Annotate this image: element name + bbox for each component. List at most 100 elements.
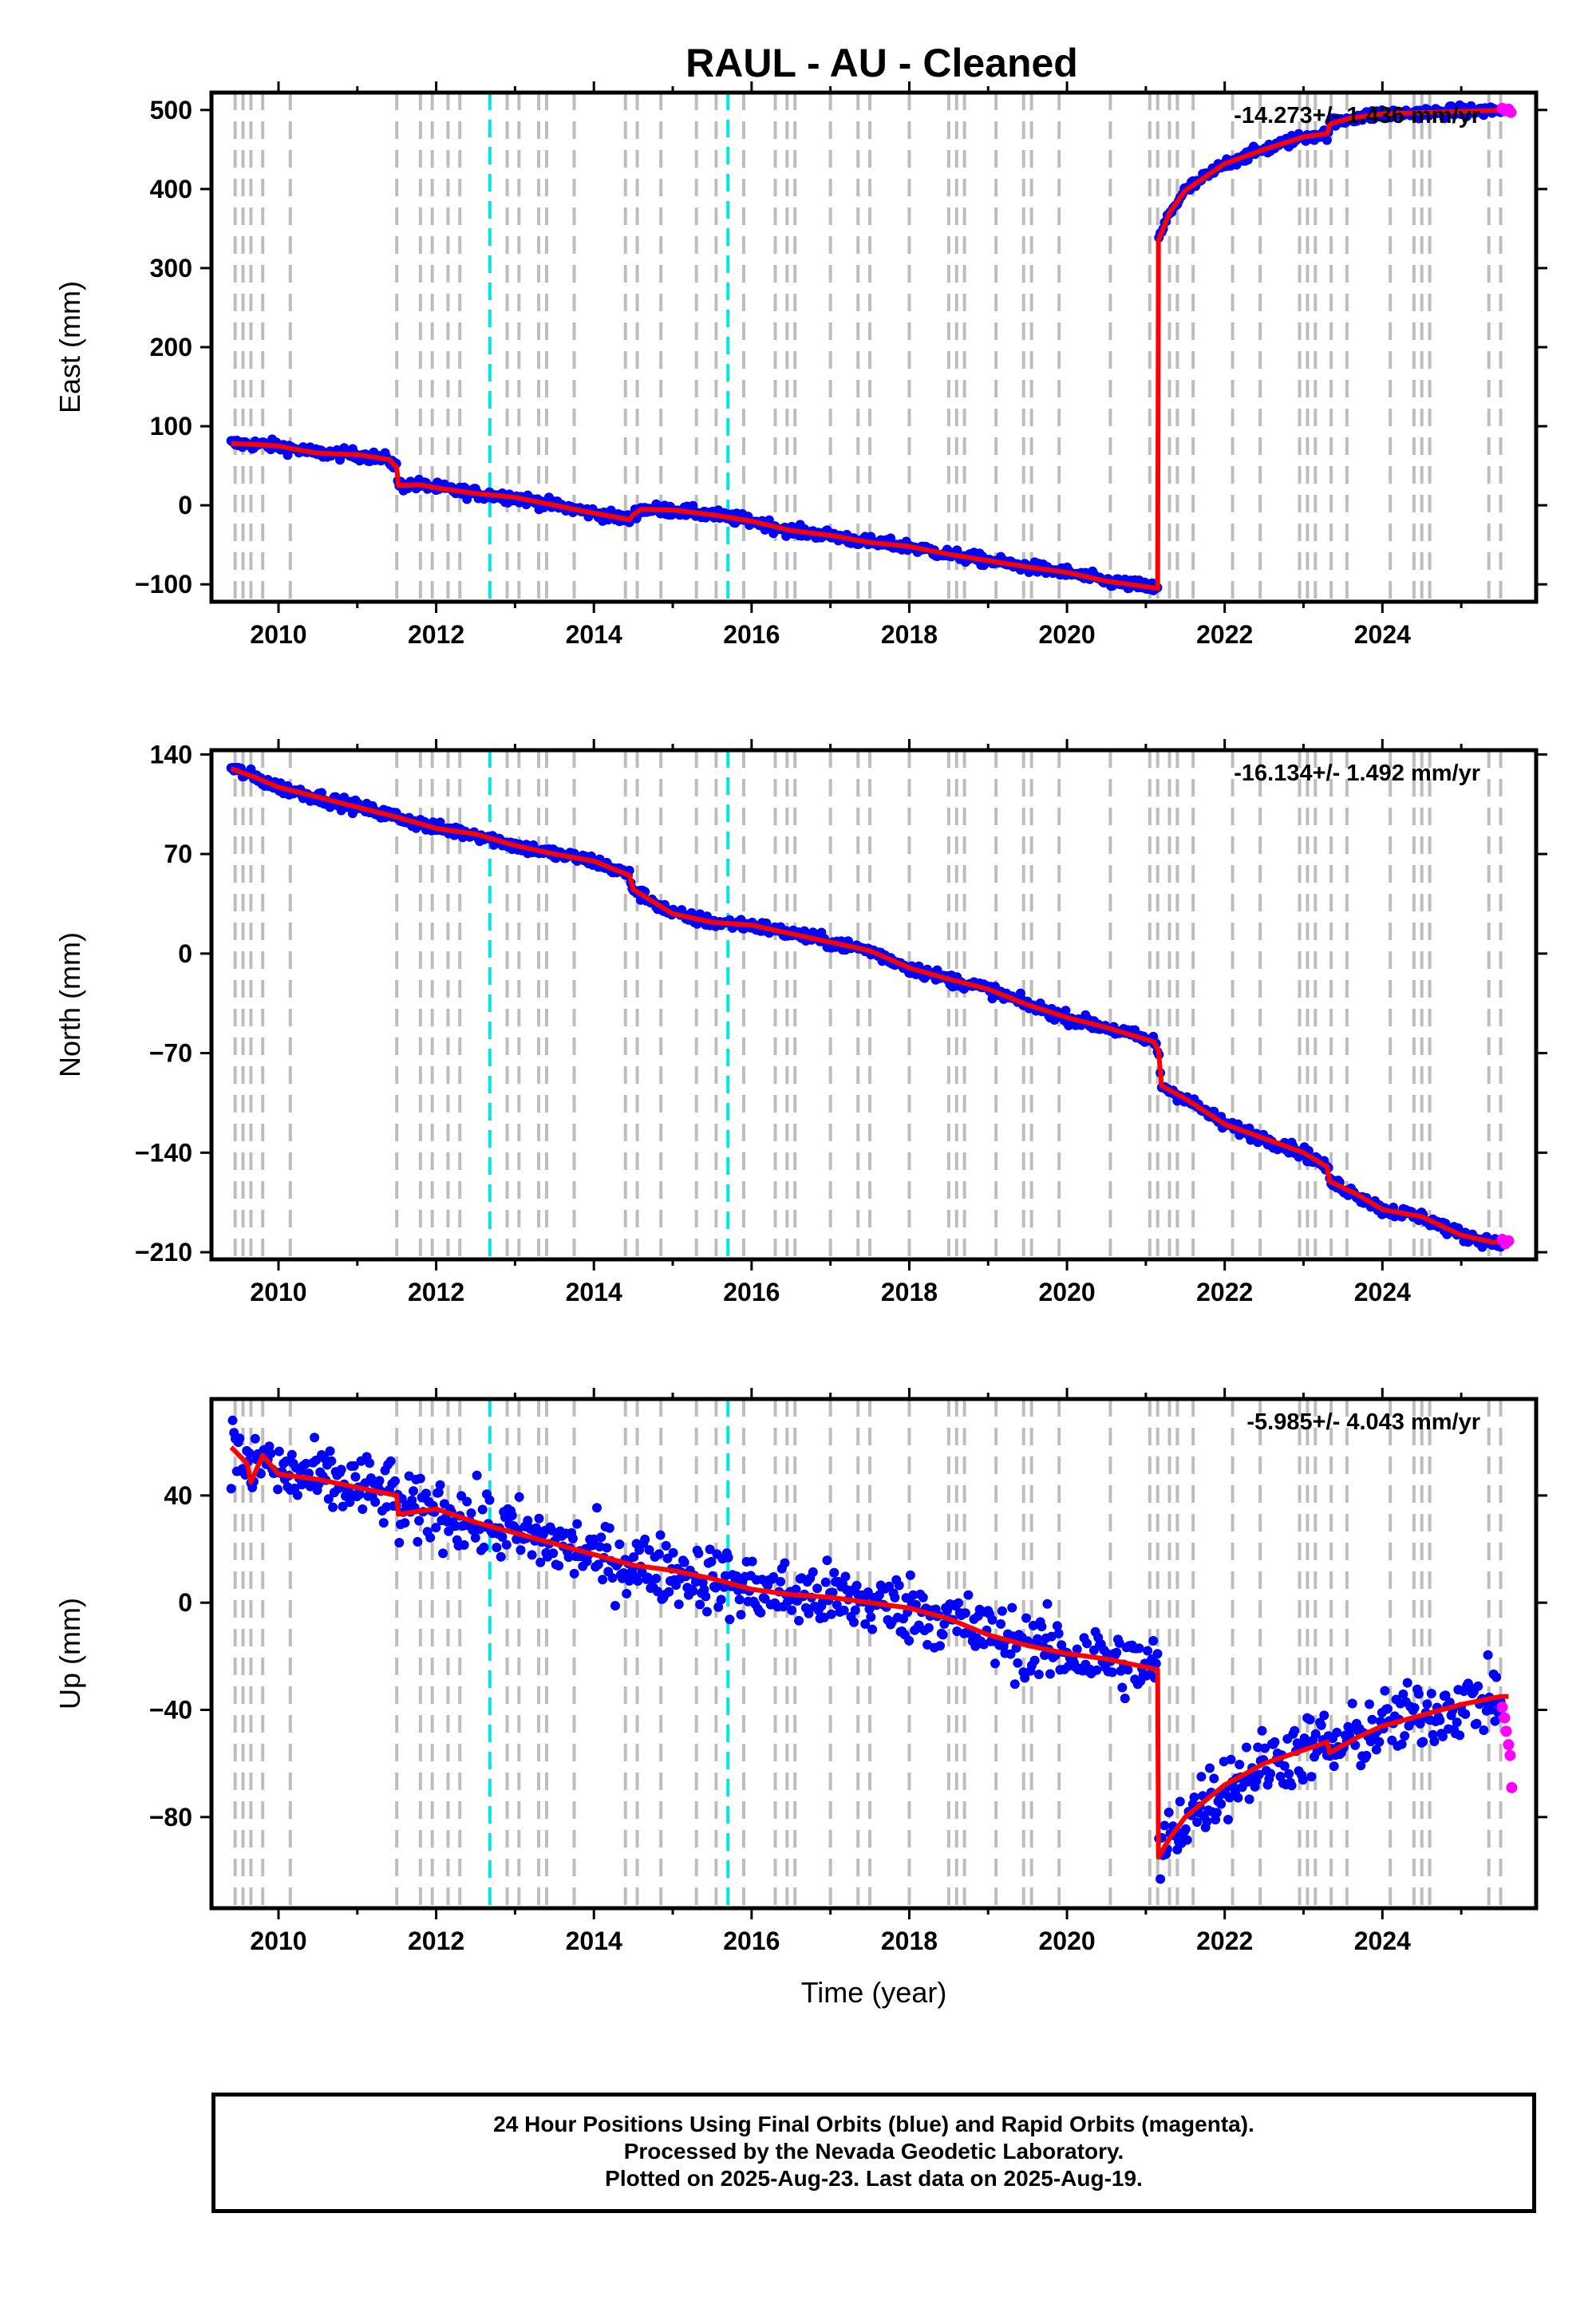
data-point [1371, 1745, 1381, 1755]
rapid-orbit-point [1504, 1749, 1516, 1761]
x-tick-label: 2010 [250, 1278, 306, 1306]
data-point [1151, 1658, 1161, 1669]
data-point [227, 1415, 238, 1425]
data-point [1072, 1644, 1082, 1654]
data-point [394, 1538, 405, 1547]
x-axis-label: Time (year) [801, 1976, 947, 2009]
data-point [664, 1587, 674, 1597]
data-point [1117, 1682, 1128, 1693]
y-tick-label: 200 [150, 333, 192, 362]
data-point [654, 1549, 664, 1559]
data-point [1310, 1729, 1321, 1739]
data-point [374, 1476, 385, 1486]
y-tick-label: 400 [150, 175, 192, 204]
data-point [472, 1470, 482, 1480]
data-point [479, 1542, 489, 1552]
data-point [918, 1592, 928, 1603]
data-point [1490, 1716, 1500, 1726]
data-point [1367, 1714, 1377, 1725]
data-point [860, 1619, 871, 1629]
data-point [1209, 1773, 1219, 1784]
data-point [1380, 1686, 1390, 1696]
plot-area [226, 750, 1515, 1259]
x-tick-label: 2020 [1038, 620, 1095, 649]
data-point [492, 1543, 502, 1552]
footer-line-2: Processed by the Nevada Geodetic Laborat… [623, 2139, 1124, 2164]
data-point [1402, 1678, 1412, 1688]
data-point [1409, 1703, 1420, 1713]
data-point [358, 1504, 368, 1514]
data-point [1005, 1649, 1016, 1659]
data-point [1398, 1689, 1408, 1699]
data-point [890, 1592, 900, 1603]
data-point [438, 1548, 448, 1559]
data-point [226, 1484, 236, 1494]
data-point [780, 1558, 790, 1568]
x-tick-label: 2022 [1196, 620, 1253, 649]
data-point [732, 1571, 742, 1581]
data-point [365, 1458, 375, 1468]
data-point [1226, 1754, 1236, 1765]
data-point [1284, 1769, 1294, 1779]
model-fit-line [231, 107, 1509, 591]
data-point [370, 1497, 381, 1508]
data-point [1350, 1740, 1361, 1750]
data-point [607, 1573, 618, 1583]
data-point [345, 1497, 355, 1508]
data-point [1435, 1715, 1445, 1725]
data-point [407, 1495, 417, 1505]
data-point [1120, 1694, 1130, 1704]
data-point [310, 1433, 320, 1443]
data-point [1429, 1737, 1440, 1746]
data-point [1426, 1689, 1436, 1698]
x-tick-label: 2012 [408, 1278, 464, 1306]
x-tick-label: 2010 [250, 1927, 306, 1955]
velocity-label: -5.985+/- 4.043 mm/yr [1246, 1409, 1480, 1435]
data-point [808, 1567, 818, 1577]
data-point [1033, 1634, 1043, 1644]
data-point [794, 1615, 804, 1626]
data-point [935, 1641, 945, 1651]
data-point [1242, 1742, 1251, 1753]
final-orbit-points [226, 1415, 1506, 1884]
data-point [462, 1496, 472, 1507]
data-point [390, 1476, 400, 1486]
data-point [1134, 1643, 1144, 1654]
data-point [1013, 1658, 1023, 1668]
data-point [1418, 1737, 1428, 1747]
data-point [706, 1556, 717, 1567]
data-point [535, 1557, 546, 1567]
data-point [250, 1433, 260, 1444]
x-tick-label: 2016 [723, 620, 780, 649]
data-point [1114, 1638, 1124, 1648]
data-point [1123, 1665, 1133, 1675]
x-tick-label: 2020 [1038, 1927, 1095, 1955]
data-point [787, 1605, 797, 1615]
data-point [451, 1521, 461, 1531]
data-point [1279, 1761, 1290, 1771]
data-point [1254, 1769, 1264, 1780]
data-point [1374, 1737, 1385, 1747]
data-point [1306, 1772, 1317, 1782]
data-point [433, 1488, 444, 1498]
y-tick-label: 70 [164, 840, 192, 868]
data-point [349, 1460, 359, 1471]
data-point [1422, 1699, 1432, 1709]
data-point [1319, 1710, 1329, 1721]
plot-area [226, 93, 1517, 602]
y-tick-label: 0 [178, 1588, 192, 1617]
data-point [1396, 1739, 1407, 1749]
data-point [832, 1599, 842, 1610]
data-point [602, 1543, 612, 1553]
data-point [820, 1577, 831, 1587]
data-point [644, 1545, 654, 1555]
data-point [721, 1571, 730, 1581]
data-point [661, 1540, 671, 1551]
y-tick-label: 40 [164, 1481, 192, 1510]
x-tick-label: 2014 [566, 620, 622, 649]
data-point [1244, 1794, 1254, 1804]
data-point [1438, 1731, 1448, 1741]
x-tick-label: 2024 [1354, 620, 1411, 649]
north-panel: −210 −140 −70 0 70 140 2010 2012 2014 2016 2018 202… [53, 739, 1547, 1306]
data-point [244, 1448, 255, 1458]
